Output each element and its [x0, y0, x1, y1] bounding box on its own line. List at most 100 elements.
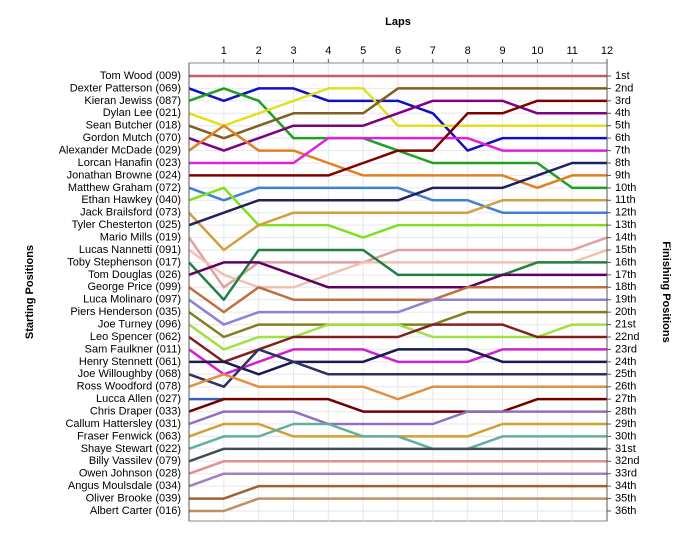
x-tick-label: 9 — [499, 45, 505, 57]
series-line — [188, 87, 607, 152]
x-tick-label: 4 — [325, 45, 331, 57]
y2-tick-label: 11th — [615, 194, 636, 206]
y2-tick-label: 3rd — [615, 95, 631, 107]
y2-tick-label: 17th — [615, 269, 636, 281]
y2-tick-label: 14th — [615, 231, 636, 243]
series-line — [189, 484, 607, 500]
series-label: Toby Stephenson (017) — [67, 256, 181, 268]
y2-tick-label: 4th — [615, 107, 630, 119]
y2-tick-label: 6th — [615, 132, 630, 144]
x-tick-label: 5 — [360, 45, 366, 57]
series-label: Angus Moulsdale (034) — [68, 480, 181, 492]
x-tick-label: 2 — [256, 45, 262, 57]
series-line — [188, 124, 607, 190]
x-tick-label: 3 — [290, 45, 296, 57]
y2-tick-label: 10th — [615, 182, 636, 194]
y2-tick-label: 30th — [615, 430, 636, 442]
series-label: Shaye Stewart (022) — [81, 443, 181, 455]
series-label: Billy Vassilev (079) — [89, 455, 181, 467]
y2-tick-label: 28th — [615, 405, 636, 417]
y2-tick-label: 36th — [615, 505, 636, 517]
series-label: Jonathan Browne (024) — [67, 169, 181, 181]
series-line — [188, 286, 607, 314]
series-label: Sean Butcher (018) — [86, 120, 181, 132]
series-line — [188, 186, 607, 214]
y2-tick-label: 7th — [615, 144, 630, 156]
series-label: Kieran Jewiss (087) — [84, 95, 181, 107]
y2-tick-label: 31st — [615, 443, 636, 455]
y2-tick-label: 24th — [615, 356, 636, 368]
x-tick-label: 1 — [221, 45, 227, 57]
series-line — [188, 447, 607, 463]
series-line — [189, 348, 607, 376]
series-line — [188, 373, 607, 401]
series-line — [188, 348, 607, 376]
y2-tick-label: 21st — [615, 318, 636, 330]
y2-tick-label: 1st — [615, 70, 630, 82]
series-label: Oliver Brooke (039) — [86, 492, 181, 504]
series-line — [188, 87, 607, 127]
series-label: Chris Draper (033) — [90, 405, 181, 417]
series-line — [188, 99, 607, 152]
series-label: Dylan Lee (021) — [103, 107, 181, 119]
series-line — [189, 497, 607, 513]
x-axis-label: Laps — [385, 16, 411, 28]
series-line — [188, 410, 607, 426]
series-label: Gordon Mutch (070) — [83, 132, 181, 144]
y2-tick-label: 5th — [615, 120, 630, 132]
series-label: Jack Brailsford (073) — [80, 207, 181, 219]
series-label: Lorcan Hanafin (023) — [78, 157, 181, 169]
y2-tick-label: 34th — [615, 480, 636, 492]
series-label: Dexter Patterson (069) — [70, 82, 181, 94]
y2-tick-label: 13th — [615, 219, 636, 231]
series-line — [188, 472, 607, 488]
y2-tick-label: 26th — [615, 381, 636, 393]
series-label: Lucca Allen (027) — [96, 393, 181, 405]
series-label: Piers Henderson (035) — [70, 306, 181, 318]
series-label: Albert Carter (016) — [90, 505, 181, 517]
y2-tick-label: 22nd — [615, 331, 639, 343]
y2-tick-label: 25th — [615, 368, 636, 380]
series-label: Owen Johnson (028) — [79, 468, 181, 480]
y2-tick-label: 27th — [615, 393, 636, 405]
series-line — [188, 248, 607, 301]
series-line — [189, 136, 607, 165]
y2-tick-label: 12th — [615, 207, 636, 219]
y-axis-label: Starting Positions — [24, 245, 36, 339]
x-tick-label: 12 — [601, 45, 613, 57]
x-tick-label: 8 — [465, 45, 471, 57]
series-label: Tom Douglas (026) — [88, 269, 181, 281]
series-label: Ethan Hawkey (040) — [81, 194, 181, 206]
series-line — [188, 422, 607, 451]
series-line — [188, 161, 607, 227]
series-line — [189, 99, 607, 177]
series-line — [188, 261, 607, 289]
series-label: Callum Hattersley (031) — [65, 418, 181, 430]
series-line — [188, 460, 607, 475]
series-label: Joe Turney (096) — [98, 318, 181, 330]
series-line — [188, 348, 607, 388]
series-label: George Price (099) — [87, 281, 181, 293]
y2-tick-label: 32nd — [615, 455, 639, 467]
x-tick-label: 11 — [566, 45, 577, 57]
series-label: Joe Willoughby (068) — [78, 368, 181, 380]
y2-tick-label: 29th — [615, 418, 636, 430]
y2-tick-label: 23rd — [615, 343, 637, 355]
x-tick-label: 7 — [430, 45, 436, 57]
series-label: Mario Mills (019) — [100, 231, 181, 243]
series-line — [188, 87, 607, 140]
y2-axis-label: Finishing Positions — [660, 241, 672, 342]
y2-tick-label: 33rd — [615, 468, 637, 480]
y2-tick-label: 16th — [615, 256, 636, 268]
y2-tick-label: 9th — [615, 169, 630, 181]
series-label: Matthew Graham (072) — [68, 182, 181, 194]
series-label: Ross Woodford (078) — [77, 381, 181, 393]
y2-tick-label: 20th — [615, 306, 636, 318]
series-label: Lucas Nannetti (091) — [79, 244, 181, 256]
series-line — [188, 298, 607, 326]
series-label: Tyler Chesterton (025) — [72, 219, 181, 231]
series-label: Sam Faulkner (011) — [85, 343, 181, 355]
series-label: Alexander McDade (029) — [59, 144, 181, 156]
y2-tick-label: 2nd — [615, 82, 633, 94]
